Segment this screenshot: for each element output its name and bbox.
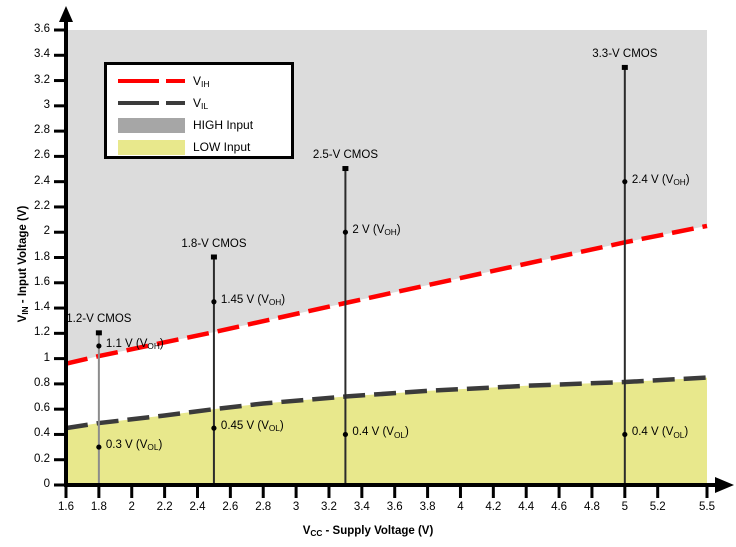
data-point-3.3-V CMOS-0.4 [622,431,628,438]
y-tick-label: 2.2 [34,199,50,212]
data-point-label: 1.45 V (VOH) [220,293,286,307]
legend-entry: LOW Input [118,137,250,157]
data-point-label: 2 V (VOH) [352,224,401,238]
marker-cap-3.3-V CMOS [621,64,628,70]
y-tick-label: 1.2 [34,326,50,339]
data-point-2.5-V CMOS-0.4 [342,431,349,438]
data-point-label: 1.1 V (VOH) [105,337,164,352]
low-input-region [66,377,707,485]
y-axis-title: VIN - Input Voltage (V) [17,205,31,323]
legend-label: LOW Input [193,140,251,154]
marker-title-3.3-V CMOS: 3.3-V CMOS [592,47,658,60]
x-tick-label: 3.8 [419,501,436,513]
y-tick-label: 2.8 [34,124,50,137]
x-tick-label: 2.6 [222,501,239,513]
data-point-1.8-V CMOS-1.45 [211,299,217,305]
cmos-markers [95,64,628,485]
y-tick-label: 3 [43,98,50,111]
data-point-label: 2.4 V (VOH) [631,173,690,187]
data-point-3.3-V CMOS-2.4 [622,179,628,185]
y-tick-label: 2 [43,225,50,238]
y-tick-label: 3.2 [34,73,50,86]
y-tick-label: 2.6 [34,149,50,162]
data-point-1.2-V CMOS-1.1 [96,343,102,349]
x-axis-title: VCC - Supply Voltage (V) [302,525,434,539]
marker-cap-2.5-V CMOS [342,166,349,172]
marker-title-1.8-V CMOS: 1.8-V CMOS [181,237,247,250]
y-tick-label: 0 [43,478,50,490]
y-axis-arrowhead [59,6,73,22]
x-tick-label: 2.4 [189,501,206,513]
data-point-1.2-V CMOS-0.3 [96,444,102,450]
y-tick-label: 1.6 [34,275,50,288]
legend-label: HIGH Input [193,118,254,132]
x-tick-label: 4.6 [551,501,568,513]
data-point-label: 0.4 V (VOL) [631,426,689,440]
y-tick-label: 0.2 [34,452,50,465]
data-point-label: 0.3 V (VOL) [105,439,163,453]
legend-color-swatch [118,117,185,133]
legend-label: VIL [193,96,209,112]
series-vih-curve [65,223,708,366]
y-tick-label: 2.4 [34,174,50,187]
data-point-1.8-V CMOS-0.45 [211,425,217,431]
data-point-2.5-V CMOS-2 [342,229,349,235]
x-tick-label: 4.8 [583,501,600,513]
x-tick-label: 3.2 [320,501,337,513]
x-tick-label: 1.8 [90,501,107,513]
x-tick-label: 5 [621,501,629,513]
x-tick-label: 2.8 [255,501,272,513]
legend-label: VIH [193,74,210,90]
x-tick-label: 4.2 [485,501,502,513]
marker-cap-1.2-V CMOS [95,330,102,336]
x-axis-arrowhead [715,477,734,493]
legend-entry: VIL [118,93,208,113]
data-point-label: 0.4 V (VOL) [352,426,409,440]
threshold-curves [65,223,708,431]
marker-title-1.2-V CMOS: 1.2-V CMOS [66,313,132,326]
y-tick-label: 1.4 [34,301,50,314]
y-tick-label: 0.6 [34,402,50,415]
legend-color-swatch [118,139,185,155]
x-tick-label: 5.5 [699,501,715,513]
x-tick-label: 5.2 [649,501,666,513]
marker-title-2.5-V CMOS: 2.5-V CMOS [312,149,378,162]
x-tick-label: 3.4 [353,501,370,513]
y-tick-label: 3.4 [34,48,50,61]
legend-entry: VIH [118,71,210,91]
data-point-label: 0.45 V (VOL) [220,420,284,434]
y-tick-label: 0.4 [34,427,50,440]
x-tick-label: 3 [292,501,300,513]
x-tick-label: 4 [457,501,464,513]
legend-line-swatch [118,75,185,87]
x-tick-label: 1.6 [58,501,74,513]
chart-legend: VIH VIL HIGH Input LOW Input [104,62,294,159]
x-tick-label: 3.6 [386,501,403,513]
legend-entry: HIGH Input [118,115,253,135]
x-tick-label: 4.4 [518,501,535,513]
y-tick-label: 3.6 [34,23,50,35]
legend-line-swatch [118,97,185,109]
marker-cap-1.8-V CMOS [210,254,217,260]
x-tick-label: 2.2 [156,501,173,513]
y-tick-label: 1 [43,351,50,364]
series-vil-curve [65,375,708,431]
y-tick-label: 1.8 [34,250,50,263]
y-tick-label: 0.8 [34,376,50,389]
x-tick-label: 2 [128,501,135,513]
axis-lines [59,6,734,493]
